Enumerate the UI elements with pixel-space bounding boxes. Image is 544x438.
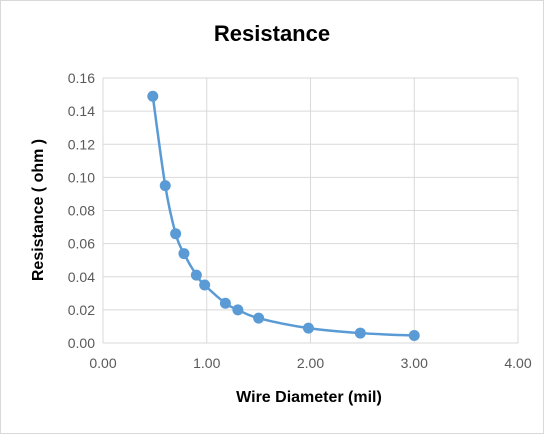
x-tick-label: 4.00 (504, 355, 531, 371)
series-group (147, 90, 420, 342)
data-point (199, 279, 211, 291)
data-point (159, 180, 171, 192)
x-axis-title: Wire Diameter (mil) (236, 389, 382, 406)
y-tick-label: 0.06 (68, 236, 95, 252)
x-tick-label: 1.00 (193, 355, 220, 371)
y-tick-label: 0.12 (68, 136, 95, 152)
data-point (190, 269, 202, 281)
data-point (170, 228, 182, 240)
series-line (151, 96, 415, 337)
y-tick-label: 0.08 (68, 203, 95, 219)
x-tick-label: 3.00 (401, 355, 428, 371)
data-point (219, 297, 231, 309)
y-axis-title: Resistance ( ohm ) (30, 139, 47, 281)
y-tick-label: 0.04 (68, 269, 95, 285)
gridlines (102, 77, 519, 344)
x-axis-ticks: 0.00 1.00 2.00 3.00 4.00 (89, 355, 531, 371)
data-point (302, 322, 314, 334)
y-tick-label: 0.10 (68, 169, 95, 185)
data-point (232, 304, 244, 316)
data-point (253, 312, 265, 324)
y-axis-ticks: 0.00 0.02 0.04 0.06 0.08 0.10 0.12 0.14 0.16 (68, 70, 95, 351)
x-tick-label: 2.00 (297, 355, 324, 371)
y-tick-label: 0.16 (68, 70, 95, 86)
data-point (178, 248, 190, 260)
y-tick-label: 0.00 (68, 335, 95, 351)
data-point (408, 330, 420, 342)
data-point (147, 90, 159, 102)
y-tick-label: 0.14 (68, 103, 95, 119)
y-tick-label: 0.02 (68, 302, 95, 318)
chart-title: Resistance (214, 21, 330, 46)
data-point (354, 327, 366, 339)
x-tick-label: 0.00 (89, 355, 116, 371)
